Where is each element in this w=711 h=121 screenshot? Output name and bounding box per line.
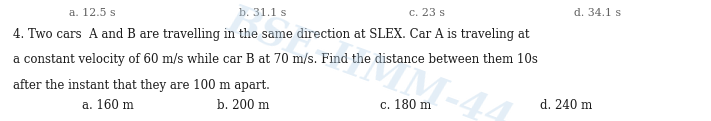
Text: b. 31.1 s: b. 31.1 s: [240, 8, 287, 19]
Text: c. 23 s: c. 23 s: [409, 8, 444, 19]
Text: c. 180 m: c. 180 m: [380, 99, 432, 112]
Text: b. 200 m: b. 200 m: [217, 99, 269, 112]
Text: BSE-HMM-44: BSE-HMM-44: [222, 1, 518, 121]
Text: after the instant that they are 100 m apart.: after the instant that they are 100 m ap…: [13, 79, 269, 92]
Text: a. 12.5 s: a. 12.5 s: [69, 8, 116, 19]
Text: a constant velocity of 60 m/s while car B at 70 m/s. Find the distance between t: a constant velocity of 60 m/s while car …: [13, 53, 538, 66]
Text: a. 160 m: a. 160 m: [82, 99, 134, 112]
Text: d. 34.1 s: d. 34.1 s: [574, 8, 621, 19]
Text: 4. Two cars  A and B are travelling in the same direction at SLEX. Car A is trav: 4. Two cars A and B are travelling in th…: [13, 28, 529, 41]
Text: d. 240 m: d. 240 m: [540, 99, 592, 112]
